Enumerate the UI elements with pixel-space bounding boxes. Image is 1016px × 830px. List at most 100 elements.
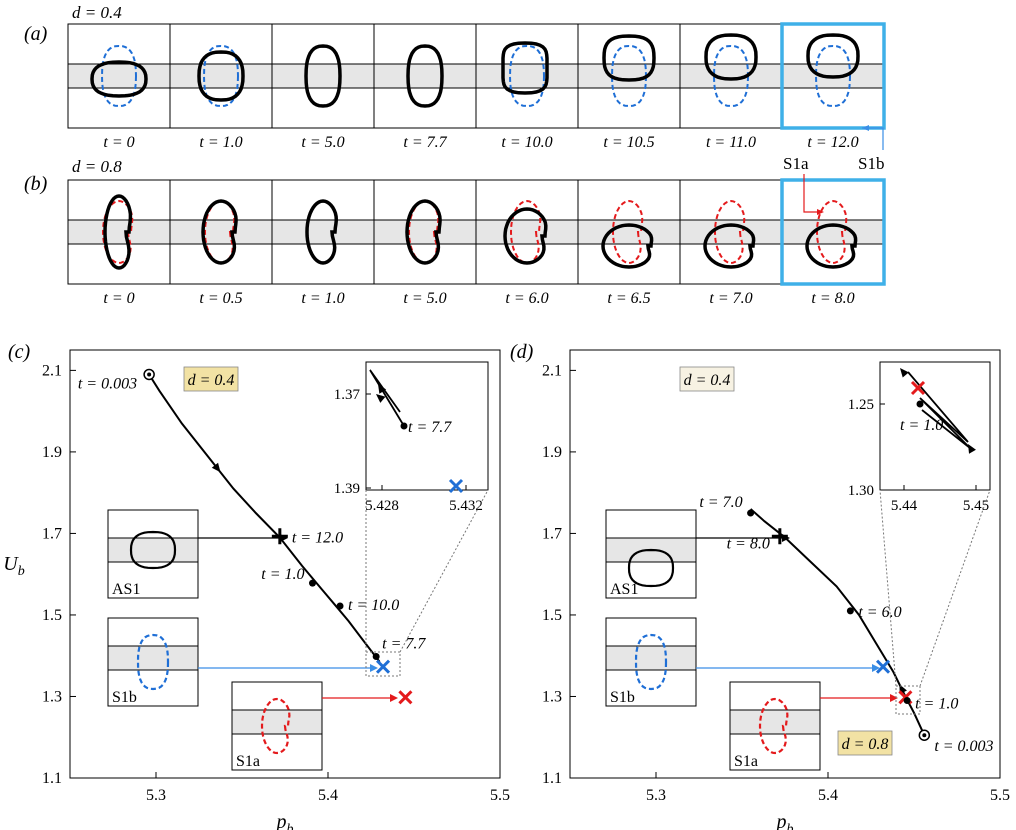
reference-shape [508,44,546,108]
highlight-box [780,178,886,286]
x-tick-label: 5.3 [646,787,666,804]
zoom-region-box [365,651,401,677]
x-tick-label: 5.3 [146,787,166,804]
zoom-direction-arrow [900,368,909,378]
droplet-shape [406,44,444,108]
y-axis-label: Ub [3,553,24,579]
inset-as1: AS1 [605,509,697,599]
zoom-trajectory [907,371,971,449]
time-label: t = 1.0 [301,290,344,307]
inset-arrow-head [782,534,790,542]
zoom-time-point [400,422,408,430]
y-tick-label: 1.1 [42,770,62,787]
inset-band [232,710,322,734]
time-point-label: t = 0.003 [78,375,137,392]
zoom-steady-marker [448,478,464,494]
time-label: t = 7.7 [403,134,447,151]
x-axis-label: pb [275,811,294,830]
chart-d: 5.3 5.4 5.5 1.1 1.3 1.5 1.7 1.9 2.1 pb t = 0.003 t … [542,349,1010,830]
inset-label: S1b [610,689,635,706]
zoom-x-tick-label: 5.44 [891,498,918,514]
zoom-direction-arrow [376,394,386,403]
droplet-shape [201,199,238,265]
zoom-time-label: t = 7.7 [408,419,452,436]
droplet-shape [305,199,339,265]
time-label: t = 0 [103,134,134,151]
inset-arrow-head [872,664,880,672]
inset-as1: AS1 [107,509,199,599]
time-point-label: t = 0.003 [934,738,993,755]
droplet-shape [806,33,860,79]
zoom-connector [879,489,897,687]
time-point-label: t = 6.0 [858,604,901,621]
droplet-shape [103,194,133,270]
time-point-label: t = 8.0 [727,535,770,552]
zoom-inset: 5.428 5.432 1.37 1.39 t = 7.7 [334,361,489,514]
droplet-shape [805,223,858,269]
inset-s1b: S1b [107,617,199,707]
y-tick-label: 2.1 [42,362,62,379]
x-tick-label: 5.5 [490,787,510,804]
zoom-connector [919,489,991,687]
reference-shape [100,44,138,108]
start-point-dot [922,733,927,738]
droplet-shape [405,199,442,265]
time-label: t = 8.0 [811,290,854,307]
zoom-frame [879,361,991,491]
time-point-label: t = 7.0 [699,494,742,511]
zoom-inset: 5.44 5.45 1.25 1.30 t = 1.0 [848,361,991,514]
trajectory-line [148,373,381,663]
steady-state-s1b-marker [375,659,391,674]
y-tick-label: 1.7 [542,525,562,542]
zoom-y-tick-label: 1.25 [848,397,874,413]
inset-band [108,538,198,562]
steady-state-s1a-marker [398,690,413,705]
inset-arrow-head [390,694,398,702]
inset-label: S1b [112,689,137,706]
y-tick-label: 1.9 [42,444,62,461]
y-tick-label: 1.3 [42,688,62,705]
droplet-shape [601,223,654,269]
as1-plus-marker [271,528,288,545]
direction-arrow [211,462,221,473]
inset-label: AS1 [610,581,638,598]
droplet-shape [703,223,756,269]
y-tick-label: 1.9 [542,444,562,461]
time-label: t = 6.5 [607,290,650,307]
zoom-region-box [895,685,921,715]
inset-frame [605,509,697,599]
panel-a-strip: t = 0 t = 1.0 t = 5.0 t = 7.7 t = 10.0 t = 10… [67,22,886,151]
zoom-y-tick-label: 1.30 [848,483,874,499]
d-badge-label: d = 0.4 [684,372,731,389]
time-label: t = 5.0 [301,134,344,151]
droplet-shape [503,207,548,265]
time-label: t = 0.5 [199,290,242,307]
inset-frame [729,681,821,771]
inset-shape [136,633,170,691]
highlight-box [780,22,886,130]
y-tick-label: 1.1 [542,770,562,787]
droplet-shape [501,41,549,95]
reference-shape [814,44,852,108]
zoom-frame [365,361,489,491]
time-label: t = 6.0 [505,290,548,307]
time-label: t = 0 [103,290,134,307]
inset-s1a: S1a [729,681,821,771]
s1a-arrow [803,174,818,213]
steady-state-s1b-marker [875,659,891,674]
time-point-label: t = 10.0 [348,597,399,614]
inset-frame [107,617,199,707]
zoom-direction-arrow [378,384,387,394]
panel-d-label: (d) [510,341,534,363]
time-label: t = 7.0 [709,290,752,307]
y-tick-label: 2.1 [542,362,562,379]
inset-shape [627,548,675,588]
x-tick-label: 5.4 [318,787,338,804]
y-tick-label: 1.5 [542,607,562,624]
panel-b-d-label: d = 0.8 [72,157,122,176]
time-point-label: t = 12.0 [292,529,343,546]
d-badge-box [837,730,893,756]
inset-shape [758,697,789,755]
time-point [846,607,854,615]
